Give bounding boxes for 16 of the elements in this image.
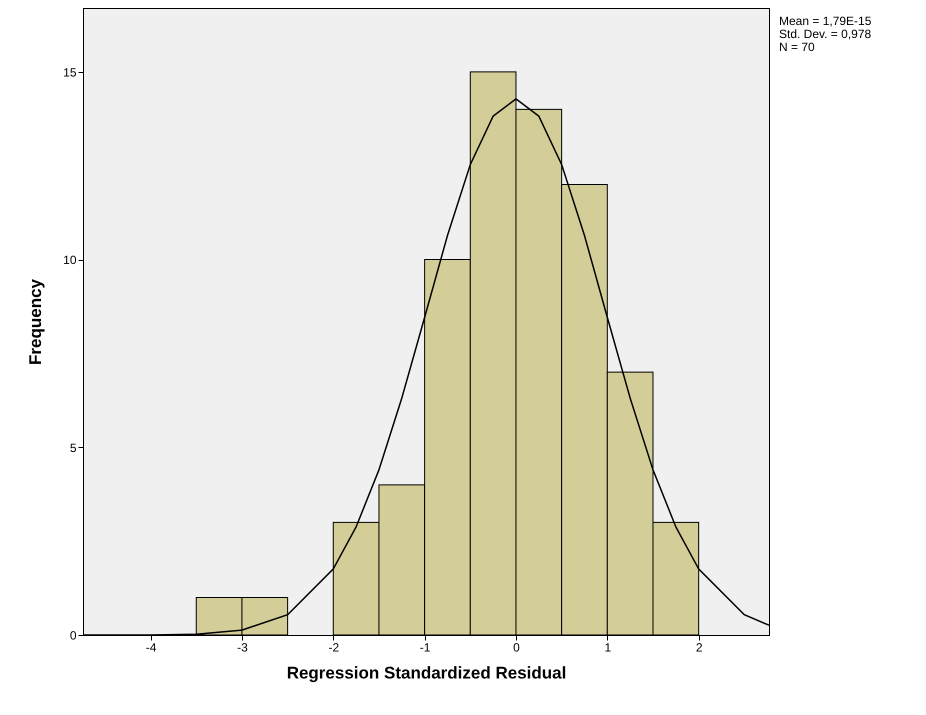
x-tick-label: -3 [237,640,248,654]
y-tick-label: 0 [70,628,77,642]
y-tick-label: 15 [63,65,77,80]
x-tick-label: -1 [420,640,431,654]
x-tick-label: 2 [696,640,703,654]
y-axis-title: Frequency [26,278,46,365]
x-axis-title: Regression Standardized Residual [286,664,566,682]
x-tick-label: 1 [604,640,612,654]
text: Mean = 1,79E-15 [779,14,872,28]
y-tick-label: 5 [70,440,77,455]
x-tick-label: 0 [513,640,520,654]
y-tick-label: 10 [63,253,77,268]
text: N = 70 [779,40,816,54]
x-tick-label: -4 [146,640,157,654]
x-tick-label: -2 [328,640,340,654]
text: Std. Dev. = 0,978 [779,27,872,41]
